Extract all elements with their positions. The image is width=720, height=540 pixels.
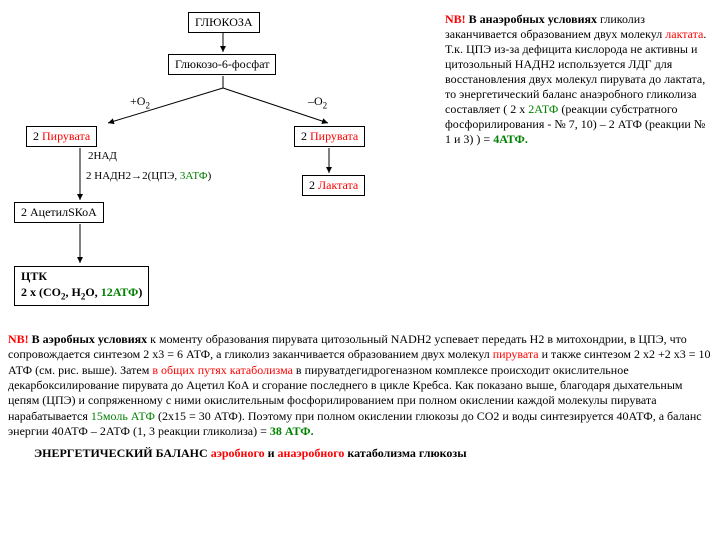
bottom-p1: NB! В аэробных условиях к моменту образо…: [8, 332, 712, 440]
lactate-label: Лактата: [318, 178, 358, 192]
bottom-p2b: аэробного: [211, 446, 265, 460]
node-lactate: 2 Лактата: [302, 175, 365, 196]
pyruvate-left-2: 2: [33, 129, 42, 143]
bottom-nb: NB!: [8, 332, 29, 346]
o2-plus-sub: 2: [145, 100, 150, 110]
bottom-p1c: пирувата: [493, 347, 539, 361]
tca-line1: ЦТК: [21, 269, 47, 283]
tca-2c-green: 12АТФ: [101, 285, 139, 299]
o2-minus-text: –О: [308, 94, 323, 108]
side-note: NB! В анаэробных условиях гликолиз закан…: [445, 12, 710, 147]
side-t5: 2АТФ: [528, 102, 558, 116]
bottom-p1e: в общих путях катаболизма: [152, 363, 293, 377]
node-g6p: Глюкозо-6-фосфат: [168, 54, 276, 75]
tca-2b: , Н: [66, 285, 81, 299]
bottom-p1a: В аэробных условиях: [29, 332, 147, 346]
bottom-p1g: 15моль АТФ: [91, 409, 155, 423]
acetyl-label: 2 АцетилSКоА: [21, 205, 97, 219]
node-pyruvate-left: 2 Пирувата: [26, 126, 97, 147]
bottom-p2c: и: [265, 446, 278, 460]
o2-minus-label: –О2: [308, 94, 327, 110]
tca-2c: О,: [85, 285, 100, 299]
tca-2c-tail: ): [138, 285, 142, 299]
bottom-p2: ЭНЕРГЕТИЧЕСКИЙ БАЛАНС аэробного и анаэро…: [8, 446, 712, 461]
nadh2-label: 2 НАДН2→2(ЦПЭ, 3АТФ): [86, 170, 211, 182]
node-acetyl: 2 АцетилSКоА: [14, 202, 104, 223]
bottom-p2e: катаболизма глюкозы: [344, 446, 466, 460]
pyruvate-right-label: Пирувата: [310, 129, 358, 143]
o2-plus-label: +О2: [130, 94, 150, 110]
side-t1: В анаэробных условиях: [466, 12, 597, 26]
pyruvate-left-label: Пирувата: [42, 129, 90, 143]
bottom-p2d: анаэробного: [278, 446, 345, 460]
side-t7: 4АТФ.: [493, 132, 528, 146]
glycolysis-diagram: ГЛЮКОЗА Глюкозо-6-фосфат +О2 –О2 2 Пирув…: [8, 8, 438, 318]
o2-minus-sub: 2: [323, 100, 328, 110]
glucose-label: ГЛЮКОЗА: [195, 15, 253, 29]
bottom-note: NB! В аэробных условиях к моменту образо…: [8, 332, 712, 461]
node-tca: ЦТК 2 x (СО2, Н2О, 12АТФ): [14, 266, 149, 306]
tca-2a: 2 x (СО: [21, 285, 61, 299]
side-t3: лактата: [665, 27, 703, 41]
bottom-p1i: 38 АТФ.: [270, 424, 314, 438]
lactate-2: 2: [309, 178, 318, 192]
o2-plus-text: +О: [130, 94, 145, 108]
side-nb: NB!: [445, 12, 466, 26]
g6p-label: Глюкозо-6-фосфат: [175, 57, 269, 71]
nadh2-text: 2 НАДН2→2(ЦПЭ,: [86, 170, 180, 182]
bottom-p2a: ЭНЕРГЕТИЧЕСКИЙ БАЛАНС: [34, 446, 211, 460]
node-pyruvate-right: 2 Пирувата: [294, 126, 365, 147]
tca-line2: 2 x (СО2, Н2О, 12АТФ): [21, 285, 142, 299]
pyruvate-right-2: 2: [301, 129, 310, 143]
nadh2-tail: ): [208, 170, 212, 182]
nadh2-green: 3АТФ: [180, 170, 208, 182]
node-glucose: ГЛЮКОЗА: [188, 12, 260, 33]
nad-label: 2НАД: [88, 150, 117, 162]
